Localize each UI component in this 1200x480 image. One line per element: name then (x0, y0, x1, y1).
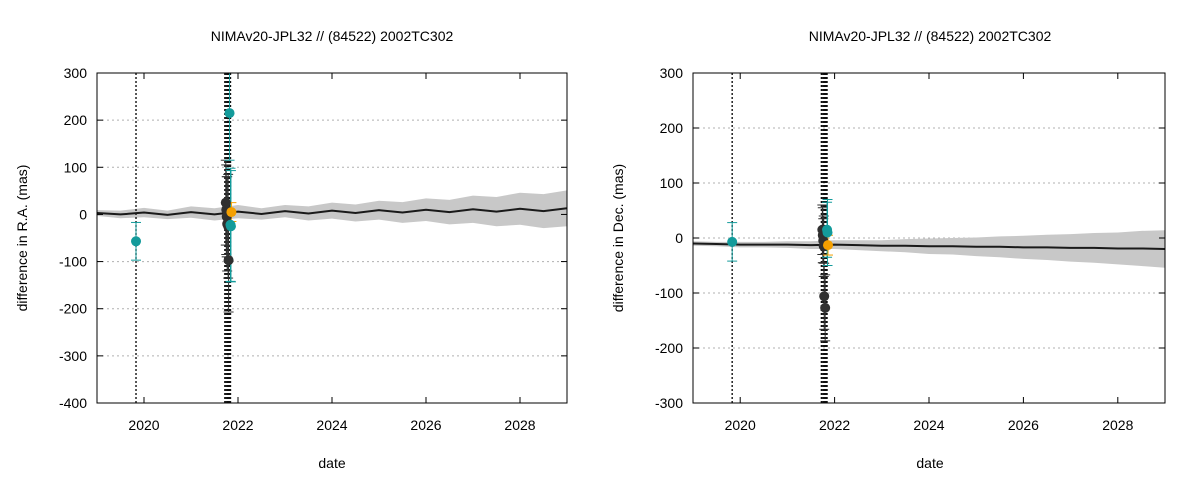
data-point-orange (226, 207, 237, 218)
data-point-gray (820, 302, 831, 313)
x-tick-label: 2024 (316, 417, 347, 433)
x-tick-label: 2026 (410, 417, 441, 433)
x-tick-label: 2020 (128, 417, 159, 433)
y-axis-label: difference in Dec. (mas) (610, 164, 626, 312)
y-tick-label: 200 (64, 112, 88, 128)
chart-title: NIMAv20-JPL32 // (84522) 2002TC302 (809, 28, 1052, 44)
y-tick-label: 0 (675, 230, 683, 246)
data-point-teal (131, 236, 142, 247)
y-tick-label: 100 (660, 175, 684, 191)
y-tick-label: -200 (655, 340, 683, 356)
y-tick-label: 200 (660, 120, 684, 136)
chart-2: -300 -200 -100 0 100 200 300 2020 2022 2024 2026 20… (610, 28, 1166, 471)
x-tick-label: 2022 (819, 417, 850, 433)
plot-area (693, 73, 1165, 403)
y-tick-label: 0 (79, 206, 87, 222)
model-line (693, 242, 1165, 250)
uncertainty-band (97, 190, 567, 229)
data-point-teal (225, 221, 236, 232)
data-point-gray (220, 197, 231, 208)
y-tick-label: -300 (59, 348, 87, 364)
x-axis-label: date (916, 455, 943, 471)
plot-area (97, 73, 567, 403)
y-tick-label: -200 (59, 301, 87, 317)
x-tick-label: 2020 (725, 417, 756, 433)
y-tick-label: 100 (64, 159, 88, 175)
data-point-orange (822, 240, 833, 251)
y-tick-label: -300 (655, 395, 683, 411)
y-tick-label: 300 (660, 65, 684, 81)
y-tick-label: -100 (655, 285, 683, 301)
y-tick-label: 300 (64, 65, 88, 81)
model-line (97, 207, 567, 216)
x-tick-label: 2028 (1102, 417, 1133, 433)
x-tick-label: 2026 (1008, 417, 1039, 433)
data-point-gray (223, 255, 234, 266)
y-tick-label: -400 (59, 395, 87, 411)
chart-title: NIMAv20-JPL32 // (84522) 2002TC302 (211, 28, 454, 44)
data-point-teal (822, 227, 833, 238)
y-tick-label: -100 (59, 254, 87, 270)
x-tick-label: 2024 (913, 417, 944, 433)
y-axis-label: difference in R.A. (mas) (14, 165, 30, 312)
x-tick-label: 2022 (222, 417, 253, 433)
x-axis-label: date (318, 455, 345, 471)
plot-frame (96, 72, 568, 404)
data-point-gray (819, 291, 830, 302)
data-point-teal (727, 236, 738, 247)
x-tick-label: 2028 (504, 417, 535, 433)
data-point-teal (224, 108, 235, 119)
chart-1: -400 -300 -200 -100 0 100 200 300 2020 2022 2024 20… (14, 28, 568, 471)
uncertainty-band (693, 230, 1165, 268)
